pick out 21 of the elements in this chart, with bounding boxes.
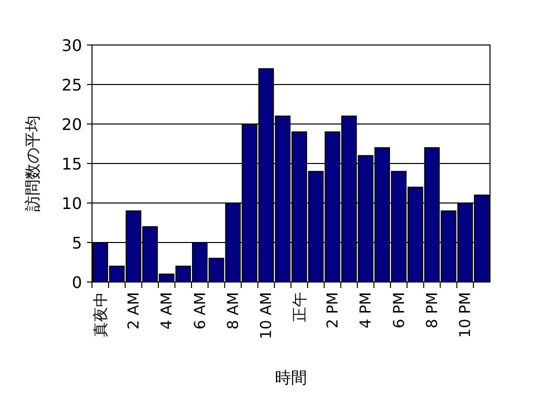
x-tick-label: 4 PM [356,292,375,328]
y-axis-title: 訪問数の平均 [23,116,42,212]
x-tick-label: 10 PM [456,292,474,338]
y-tick-label: 15 [62,154,82,174]
x-tick-label: 4 AM [158,292,176,330]
y-tick-label: 20 [62,115,82,134]
y-tick-label: 25 [62,76,82,94]
x-tick-label: 2 AM [124,292,142,330]
x-tick-label: 6 AM [190,292,209,330]
x-tick-label: 8 PM [422,292,441,328]
x-tick-label: 正午 [290,292,308,322]
x-tick-label: 2 PM [323,292,342,328]
x-axis-title: 時間 [275,368,307,387]
y-tick-label: 30 [62,36,82,55]
x-tick-label: 8 AM [224,292,242,330]
x-tick-label: 6 PM [390,292,408,328]
y-tick-label: 0 [72,273,82,292]
x-tick-label: 10 AM [257,292,276,340]
x-tick-label: 真夜中 [91,292,110,337]
y-tick-label: 5 [72,234,82,252]
y-tick-label: 10 [62,194,82,213]
